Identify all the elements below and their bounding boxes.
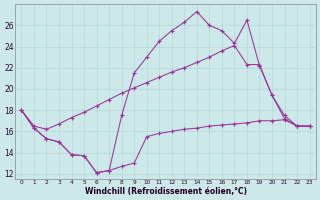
X-axis label: Windchill (Refroidissement éolien,°C): Windchill (Refroidissement éolien,°C) [84, 187, 246, 196]
